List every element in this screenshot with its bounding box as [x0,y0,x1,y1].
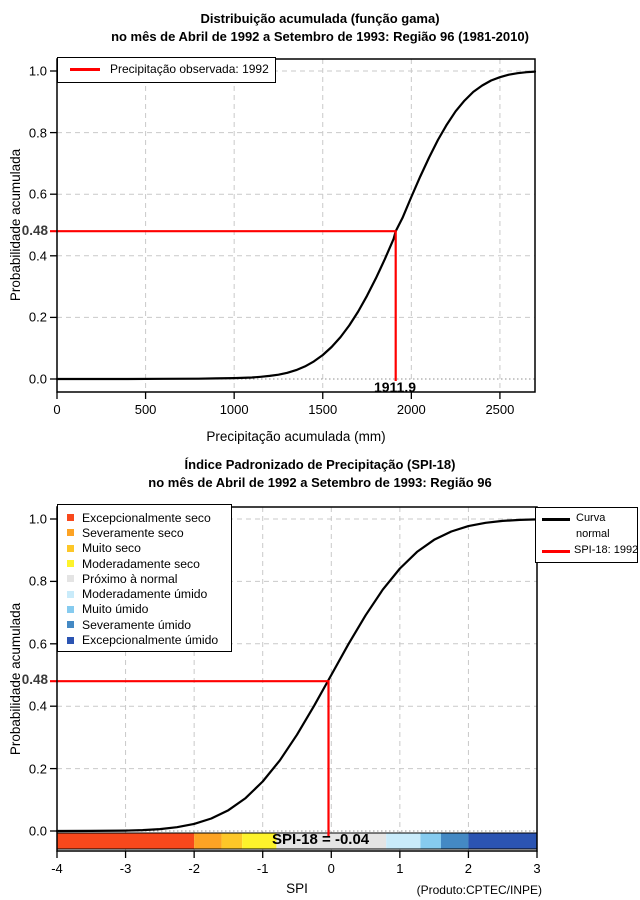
bottom-chart-title-line2: no mês de Abril de 1992 a Setembro de 19… [148,475,492,490]
category-swatch [67,544,74,552]
category-swatch [67,636,74,644]
category-swatch [67,575,74,583]
y-tick-label: 0.0 [28,371,47,387]
y-tick-label: 0.6 [28,636,47,652]
legend-item: Moderadamente úmido [65,586,231,601]
colorbar-segment [221,833,243,849]
category-label: Muito seco [82,541,141,556]
y-tick-label: 0.2 [28,761,47,777]
category-label: Muito úmido [82,602,149,617]
y-tick-label: 0.4 [28,248,47,264]
legend-item: Excepcionalmente úmido [65,632,231,647]
spi-line-swatch [542,550,570,553]
category-label: Moderadamente seco [82,556,200,571]
legend-item: Severamente seco [65,525,231,540]
bottom-legend: Curva normal SPI-18: 1992 [535,507,638,563]
x-tick-label: -2 [188,861,200,876]
legend-item: Severamente úmido [65,617,231,632]
legend-item: Excepcionalmente seco [65,510,231,525]
y-tick-label: 1.0 [28,63,47,79]
observed-line-swatch [70,68,100,71]
colorbar-segment [441,833,469,849]
y-tick-label: 0.2 [28,309,47,325]
x-tick-label: -3 [119,861,132,876]
legend-item: Muito seco [65,541,231,556]
category-swatch [67,529,74,537]
x-tick-label: 2000 [396,402,426,417]
colorbar-segment [194,833,222,849]
top-chart-title: Distribuição acumulada (função gama) no … [0,10,640,46]
spi-value-annotation: SPI-18 = -0.04 [272,831,370,848]
top-legend: Precipitação observada: 1992 [57,57,276,83]
y-tick-label: 0.4 [28,698,47,714]
plot-frame [56,58,536,393]
legend-curva-label: Curva [576,512,606,524]
colorbar-segment [420,833,441,849]
x-tick-label: 1 [396,861,404,876]
plot-frame [56,506,538,852]
colorbar-segment [468,833,537,849]
colorbar-segment [242,833,277,849]
top-legend-label: Precipitação observada: 1992 [110,62,269,76]
colorbar-segment [386,833,421,849]
category-swatch [67,621,74,629]
category-label: Severamente úmido [82,617,192,632]
top-x-axis-title: Precipitação acumulada (mm) [206,429,386,444]
legend-item: Moderadamente seco [65,556,231,571]
annotation-lines [50,230,397,381]
category-label: Excepcionalmente seco [82,510,211,525]
y-tick-label: 0.6 [28,186,47,202]
x-tick-label: 2 [464,861,473,876]
top-chart-title-line1: Distribuição acumulada (função gama) [200,11,440,26]
x-tick-label: 1000 [219,402,249,417]
top-chart-title-line2: no mês de Abril de 1992 a Setembro de 19… [111,29,529,44]
legend-item: Próximo à normal [65,571,231,586]
source-label: (Produto:CPTEC/INPE) [416,883,542,897]
bottom-chart-title-line1: Índice Padronizado de Precipitação (SPI-… [184,457,456,472]
y-tick-label: 0.0 [28,823,47,839]
x-tick-label: 500 [134,402,157,417]
annotation-lines [50,680,330,837]
category-label: Excepcionalmente úmido [82,633,219,648]
x-tick-label: 0 [327,861,335,876]
category-swatch [67,560,74,568]
legend-spi-label: SPI-18: 1992 [574,544,639,556]
legend-item: Muito úmido [65,602,231,617]
spi-categories-list: Excepcionalmente seco Severamente seco Mui… [65,510,231,648]
colorbar-segment [276,833,387,849]
spi-categories-legend: Excepcionalmente seco Severamente seco Mui… [57,504,232,652]
category-label: Próximo à normal [82,571,178,586]
legend-normal-label: normal [576,528,610,540]
y-tick-label: 0.8 [28,125,47,141]
bottom-x-axis-title: SPI [286,881,308,896]
y-tick-label: 1.0 [28,511,47,527]
x-tick-label: 0 [53,402,61,417]
top-prob-annotation: 0.48 [21,223,48,238]
category-swatch [67,590,74,598]
cdf-curve [55,518,539,833]
y-tick-label: 0.8 [28,573,47,589]
x-tick-label: 3 [533,861,541,876]
cdf-curve [55,70,537,381]
bottom-prob-annotation: 0.48 [21,672,48,687]
top-observed-x-annotation: 1911.9 [373,379,417,395]
x-tick-label: -1 [256,861,269,876]
category-label: Moderadamente úmido [82,587,208,602]
x-tick-label: 2500 [485,402,515,417]
category-swatch [67,514,74,522]
category-label: Severamente seco [82,525,184,540]
bottom-chart-title: Índice Padronizado de Precipitação (SPI-… [0,456,640,492]
category-swatch [67,605,74,613]
normal-curve-swatch [542,518,570,521]
x-tick-label: -4 [51,861,63,876]
x-tick-label: 1500 [308,402,338,417]
colorbar-segment [57,833,195,849]
